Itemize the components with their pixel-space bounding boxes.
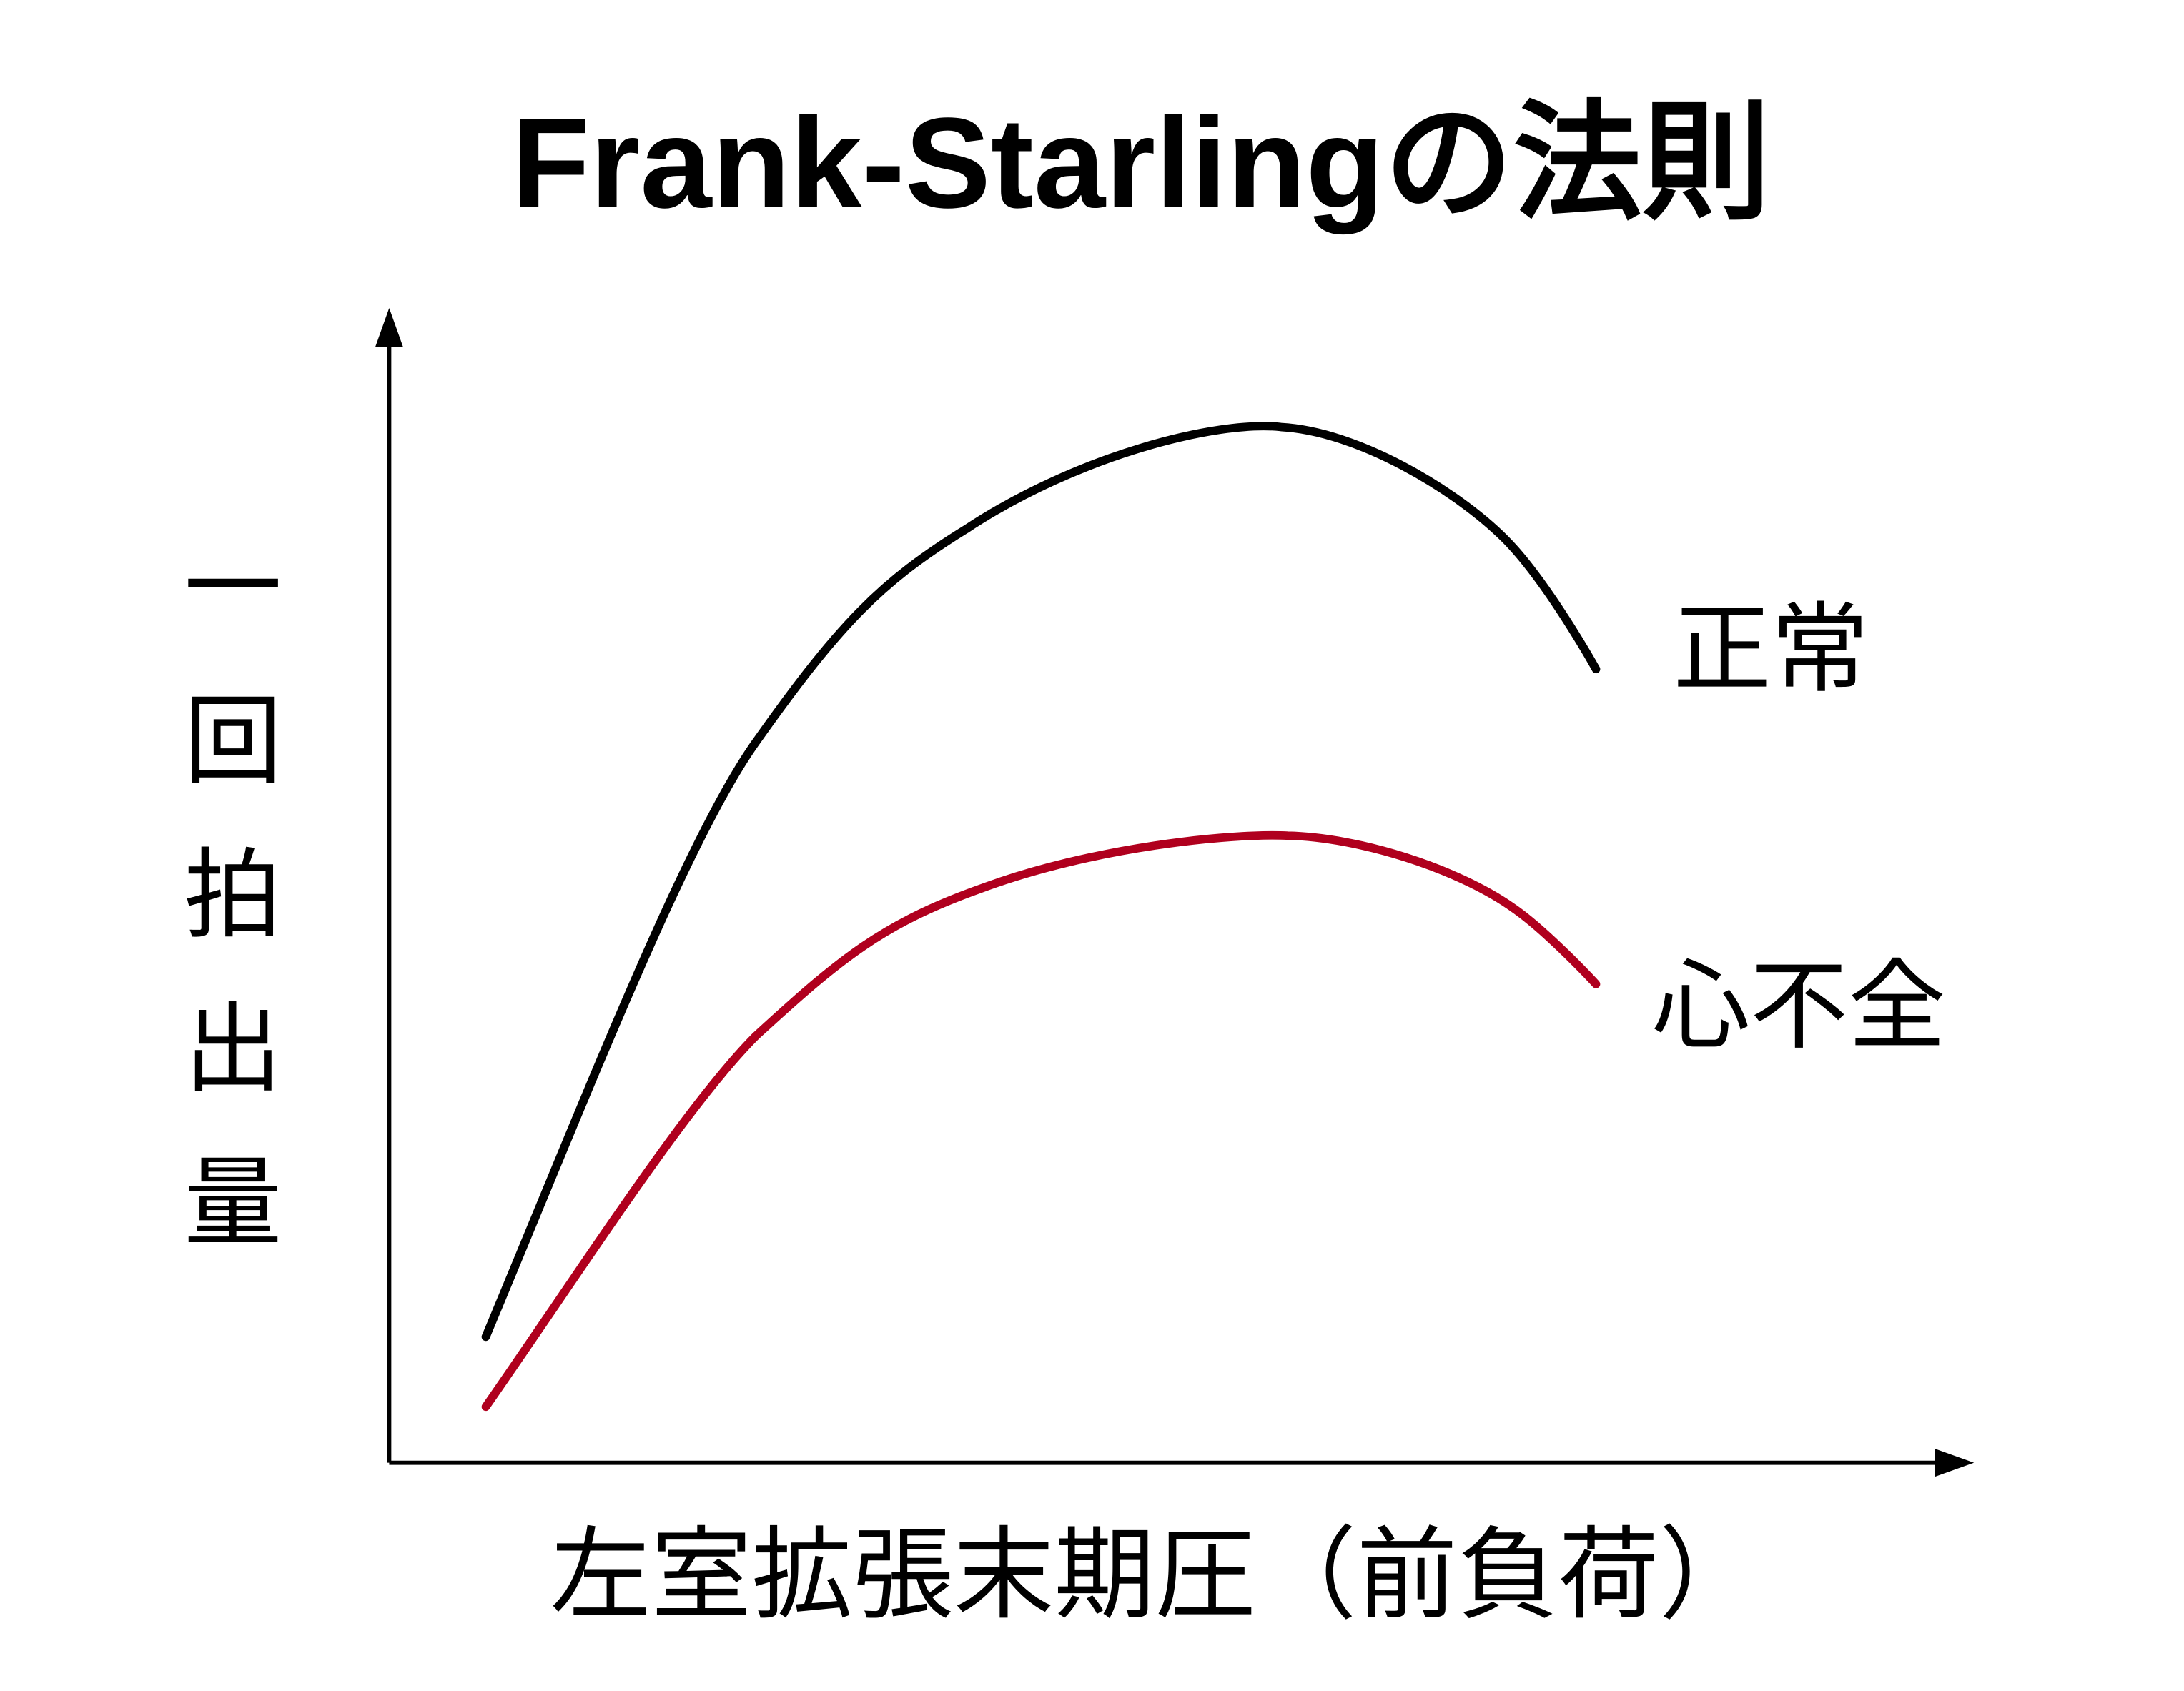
- y-axis-arrow: [375, 308, 403, 347]
- x-axis-label: 左室拡張末期圧（前負荷）: [550, 1518, 1760, 1631]
- curve-label: 正常: [1673, 595, 1869, 705]
- y-axis-label: 一回拍出量: [169, 535, 280, 1304]
- curve-label: 心不全: [1652, 952, 1946, 1061]
- normal-curve: [481, 422, 1601, 1342]
- title: Frank-Starlingの法則: [511, 91, 1771, 235]
- heart-failure-curve: [481, 830, 1601, 1412]
- x-axis-arrow: [1935, 1449, 1975, 1477]
